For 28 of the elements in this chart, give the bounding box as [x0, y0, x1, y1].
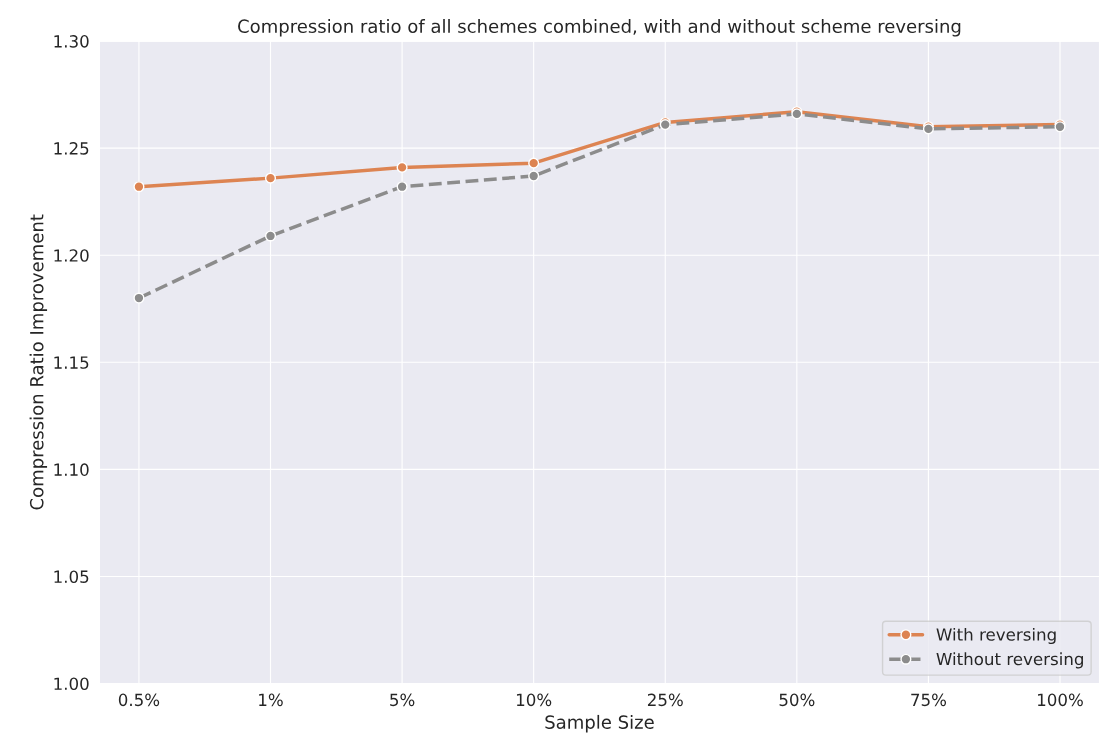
legend-label: Without reversing — [936, 652, 1083, 669]
x-tick-label: 75% — [911, 693, 947, 707]
x-axis-title: Sample Size — [545, 714, 654, 733]
point — [528, 170, 540, 182]
x-tick-label: 5% — [390, 693, 415, 707]
point — [133, 181, 145, 193]
legend-label: With reversing — [936, 627, 1056, 645]
point — [528, 157, 540, 169]
point — [133, 292, 145, 304]
y-tick-label: 1.30 — [54, 35, 89, 48]
chart-title: Compression ratio of all schemes combined, with and without scheme reversing — [238, 19, 961, 37]
y-tick-label: 1.15 — [54, 356, 89, 369]
x-tick-label: 50% — [779, 693, 815, 707]
point — [396, 181, 408, 193]
y-axis-title: Compression Ratio Improvement — [29, 214, 48, 510]
x-tick-label: 25% — [647, 693, 683, 707]
x-tick-label: 100% — [1038, 693, 1083, 707]
y-tick-label: 1.20 — [54, 249, 89, 262]
x-tick-label: 10% — [516, 693, 552, 707]
point — [264, 172, 277, 184]
y-tick-label: 1.00 — [54, 677, 89, 691]
x-tick-label: 0.5% — [118, 693, 160, 707]
y-tick-label: 1.05 — [54, 570, 89, 583]
x-tick-label: 1% — [259, 693, 283, 707]
y-tick-label: 1.25 — [54, 142, 89, 155]
point — [264, 230, 277, 242]
y-tick-label: 1.10 — [54, 463, 89, 476]
point — [396, 161, 408, 173]
